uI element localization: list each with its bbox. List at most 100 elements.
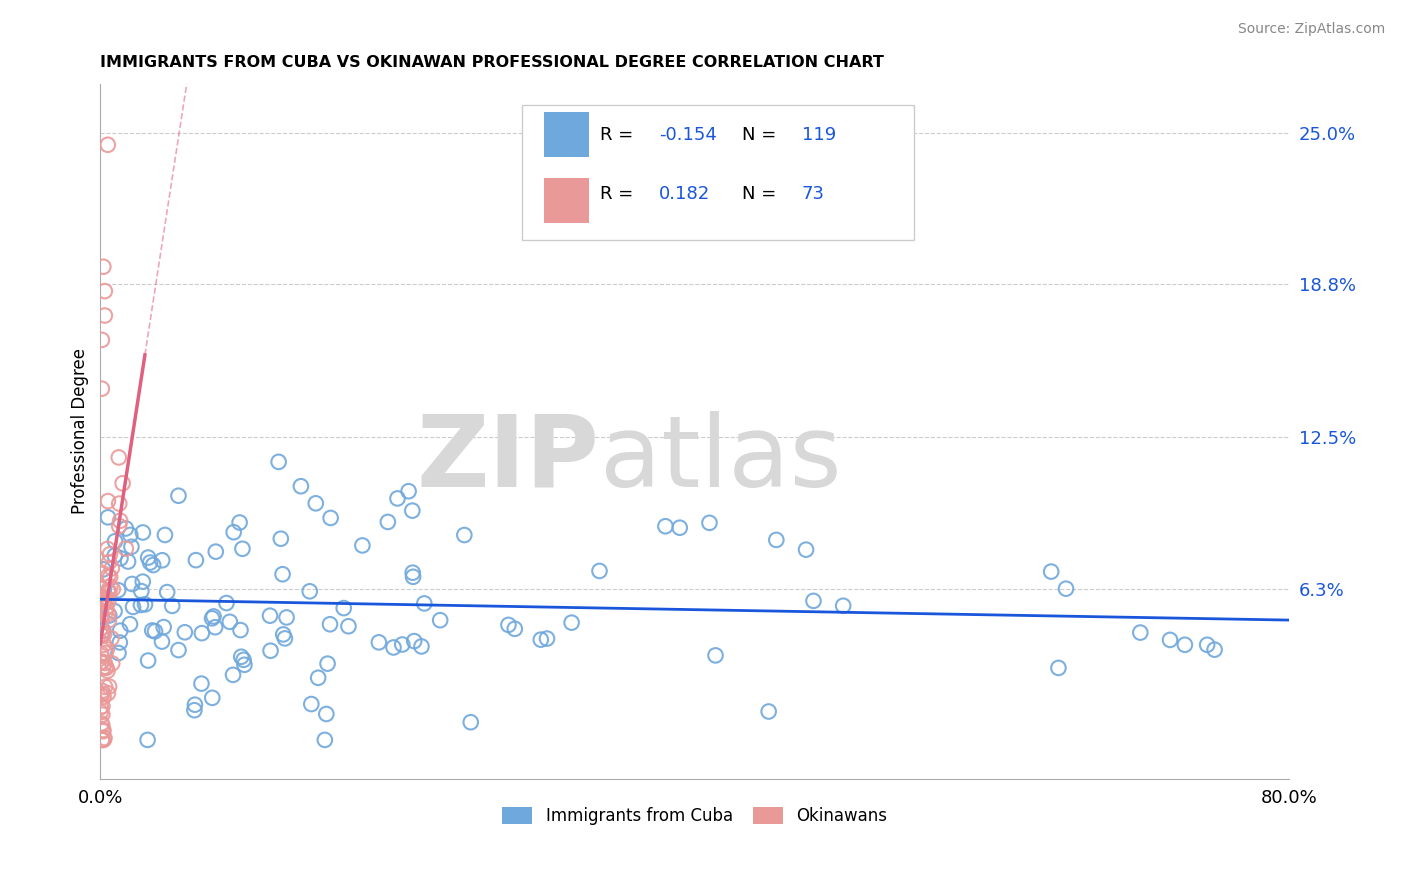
Point: [91, 624, 114, 638]
Text: IMMIGRANTS FROM CUBA VS OKINAWAN PROFESSIONAL DEGREE CORRELATION CHART: IMMIGRANTS FROM CUBA VS OKINAWAN PROFESS…: [100, 55, 884, 70]
Point: [201, 611, 224, 625]
Point: [101, 582, 124, 596]
Point: [114, 521, 136, 535]
Point: [90, 628, 112, 642]
Point: [270, 532, 292, 546]
Point: [90, 603, 112, 617]
Point: [1040, 565, 1063, 579]
Point: [91, 732, 114, 747]
Point: [134, 598, 156, 612]
Point: [91, 699, 114, 714]
Point: [94, 309, 117, 323]
Point: [94, 284, 117, 298]
Point: [150, 634, 173, 648]
Point: [167, 489, 190, 503]
Point: [110, 551, 132, 566]
Point: [111, 476, 134, 491]
Point: [101, 561, 124, 575]
Point: [91, 707, 114, 722]
Point: [91, 723, 114, 737]
Point: [314, 732, 336, 747]
Point: [229, 623, 252, 637]
Y-axis label: Professional Degree: Professional Degree: [72, 349, 89, 515]
Point: [204, 544, 226, 558]
Point: [332, 601, 354, 615]
Point: [97, 494, 120, 508]
Point: [98, 608, 121, 623]
Point: [120, 540, 142, 554]
Point: [290, 479, 312, 493]
Point: [367, 635, 389, 649]
Point: [90, 382, 112, 396]
Text: Source: ZipAtlas.com: Source: ZipAtlas.com: [1237, 22, 1385, 37]
Point: [382, 640, 405, 655]
Point: [215, 596, 238, 610]
Point: [132, 525, 155, 540]
Point: [402, 570, 425, 584]
Point: [503, 622, 526, 636]
Point: [98, 579, 121, 593]
Point: [90, 647, 112, 661]
Point: [832, 599, 855, 613]
Point: [201, 690, 224, 705]
Point: [398, 484, 420, 499]
Point: [93, 690, 115, 704]
Point: [93, 656, 115, 670]
Point: [94, 601, 117, 615]
Point: [298, 584, 321, 599]
Point: [96, 642, 118, 657]
Point: [319, 511, 342, 525]
Point: [90, 333, 112, 347]
Point: [218, 615, 240, 629]
Point: [104, 549, 127, 563]
FancyBboxPatch shape: [522, 104, 914, 240]
Point: [96, 664, 118, 678]
Point: [91, 660, 114, 674]
Point: [93, 638, 115, 652]
Point: [94, 605, 117, 619]
Point: [97, 584, 120, 599]
Point: [758, 705, 780, 719]
Point: [190, 676, 212, 690]
Point: [231, 541, 253, 556]
Point: [1204, 642, 1226, 657]
Point: [276, 610, 298, 624]
Point: [90, 614, 112, 628]
Point: [143, 624, 166, 639]
Point: [96, 541, 118, 556]
Point: [377, 515, 399, 529]
Point: [316, 657, 339, 671]
Text: N =: N =: [742, 126, 782, 144]
Point: [91, 591, 114, 605]
Point: [90, 656, 112, 670]
Point: [91, 629, 114, 643]
Point: [101, 657, 124, 671]
Point: [97, 607, 120, 621]
Text: N =: N =: [742, 185, 782, 202]
Point: [704, 648, 727, 663]
Point: [803, 594, 825, 608]
Point: [536, 632, 558, 646]
Point: [319, 617, 342, 632]
Point: [98, 547, 121, 561]
Point: [107, 450, 129, 465]
Point: [1054, 582, 1077, 596]
Point: [184, 698, 207, 712]
Point: [460, 715, 482, 730]
Point: [94, 660, 117, 674]
Point: [160, 599, 183, 613]
Point: [259, 644, 281, 658]
Point: [139, 556, 162, 570]
Point: [498, 618, 520, 632]
Point: [97, 594, 120, 608]
Point: [96, 592, 118, 607]
Point: [97, 686, 120, 700]
Point: [131, 584, 153, 599]
Point: [142, 558, 165, 572]
Point: [231, 649, 253, 664]
Point: [103, 604, 125, 618]
Point: [107, 646, 129, 660]
Text: ZIP: ZIP: [416, 410, 599, 508]
Point: [115, 541, 138, 556]
Point: [91, 683, 114, 698]
